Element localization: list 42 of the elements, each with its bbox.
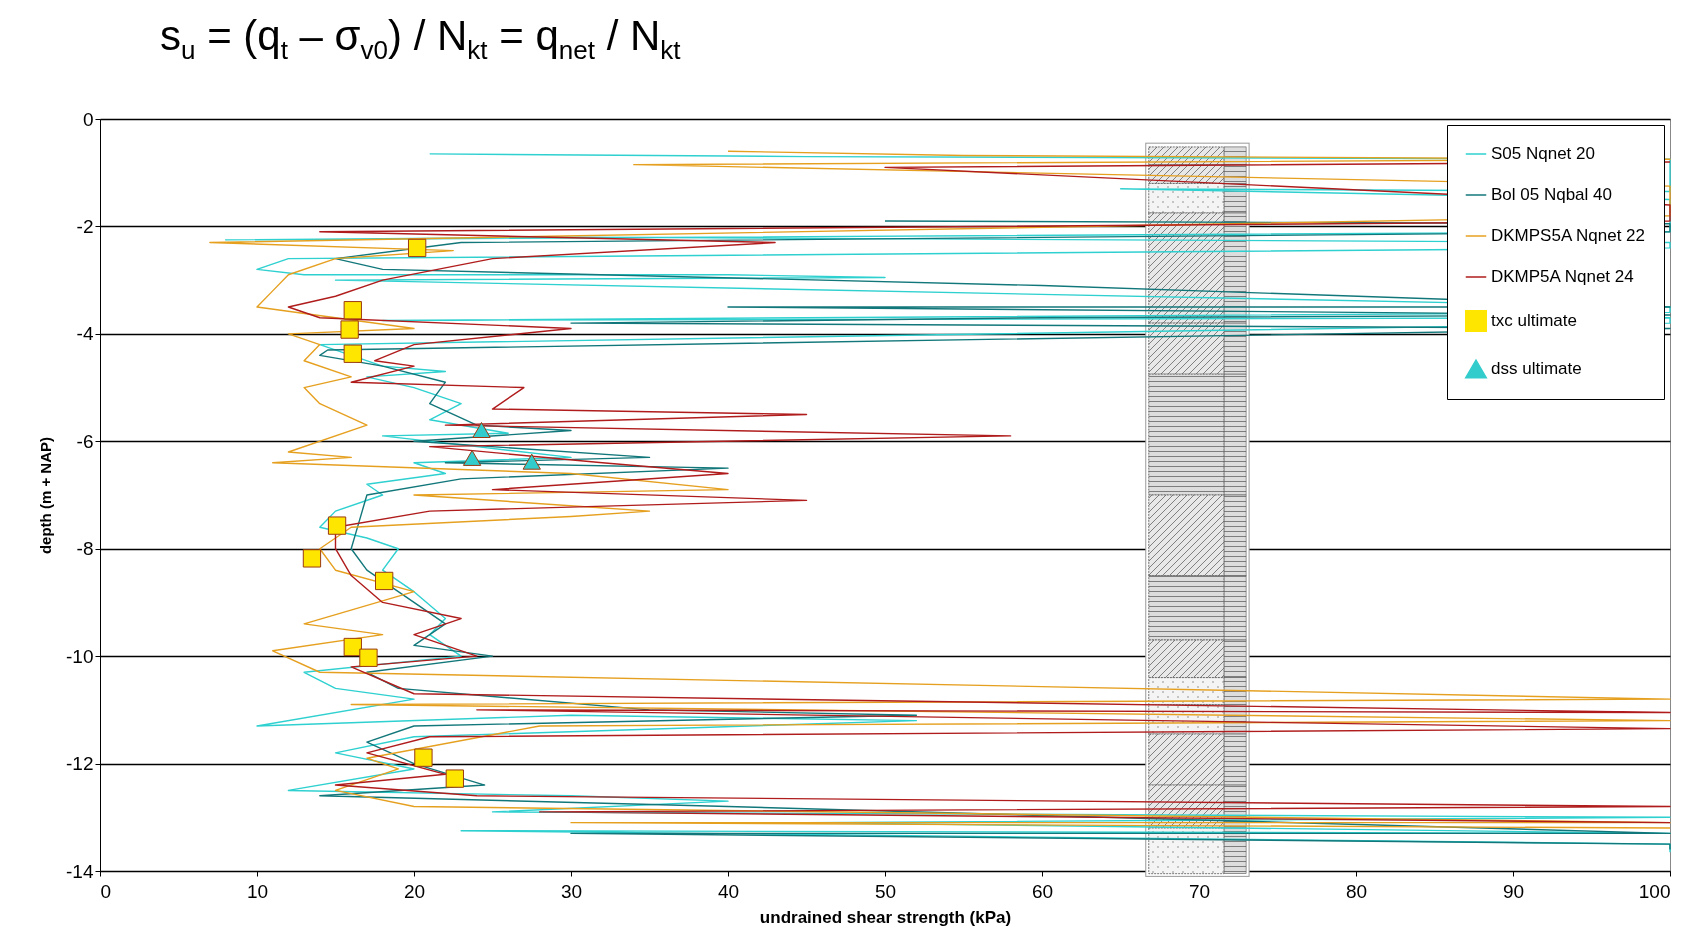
point <box>472 422 491 439</box>
legend-label: txc ultimate <box>1491 311 1577 330</box>
y-tick-label: -12 <box>66 753 94 775</box>
x-tick-label: 50 <box>874 880 897 902</box>
legend-label: dss ultimate <box>1491 359 1582 378</box>
legend-label: DKMP5A Nqnet 24 <box>1491 267 1634 286</box>
x-tick-label: 0 <box>100 880 112 902</box>
y-tick-label: -8 <box>76 538 94 560</box>
point <box>414 748 433 767</box>
point <box>522 453 541 470</box>
x-tick-label: 80 <box>1345 880 1368 902</box>
x-tick-label: 90 <box>1502 880 1525 902</box>
point <box>375 571 394 591</box>
x-tick-label: 20 <box>403 880 426 902</box>
point <box>462 449 482 466</box>
x-axis-title: undrained shear strength (kPa) <box>759 907 1012 927</box>
legend-label: Bol 05 Nqbal 40 <box>1491 185 1612 204</box>
point <box>327 516 347 535</box>
point <box>407 238 427 258</box>
y-axis-title: depth (m + NAP) <box>37 436 55 555</box>
y-tick-label: 0 <box>82 108 94 130</box>
point <box>343 301 362 320</box>
y-tick-label: -10 <box>66 645 94 667</box>
x-tick-label: 10 <box>246 880 269 902</box>
x-tick-label: 30 <box>560 880 583 902</box>
chart-title: s$_{u}$ = (q$_{t}$ – σ$_{v0}$) / N$_{kt}$ = q$_{net}$ / N$_{kt}$ <box>160 12 681 66</box>
y-tick-label: -2 <box>76 215 94 237</box>
point <box>343 637 362 657</box>
x-tick-label: 40 <box>717 880 740 902</box>
point <box>340 320 359 339</box>
point <box>359 648 378 667</box>
point <box>343 344 362 363</box>
point <box>445 769 464 788</box>
x-tick-label: 70 <box>1188 880 1211 902</box>
legend-label: DKMPS5A Nqnet 22 <box>1491 226 1646 245</box>
y-tick-label: -14 <box>66 860 94 882</box>
x-tick-label: 60 <box>1031 880 1054 902</box>
y-tick-label: -6 <box>76 430 94 452</box>
x-tick-label: 100 <box>1638 880 1671 902</box>
legend-label: S05 Nqnet 20 <box>1491 144 1595 163</box>
y-tick-label: -4 <box>76 323 94 345</box>
point <box>302 549 322 568</box>
